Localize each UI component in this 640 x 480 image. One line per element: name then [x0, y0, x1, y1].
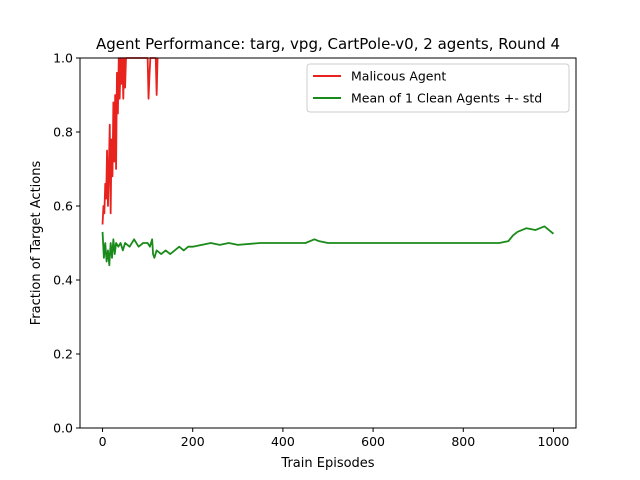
- x-tick-label: 0: [99, 434, 107, 449]
- y-tick-label: 1.0: [53, 51, 73, 66]
- y-tick-label: 0.6: [53, 199, 73, 214]
- x-tick-label: 800: [451, 434, 475, 449]
- legend: Malicous Agent Mean of 1 Clean Agents +-…: [306, 63, 570, 113]
- x-tick-label: 1000: [538, 434, 570, 449]
- x-tick-label: 400: [271, 434, 295, 449]
- y-tick-label: 0.4: [53, 273, 73, 288]
- plot-series: [101, 57, 555, 267]
- x-axis-ticks: 0 200 400 600 800 1000: [99, 428, 570, 449]
- x-tick-label: 200: [181, 434, 205, 449]
- x-axis-label: Train Episodes: [280, 456, 374, 471]
- clean-agents-mean-line: [101, 225, 555, 267]
- y-tick-label: 0.0: [53, 421, 73, 436]
- plot-area-frame: [79, 57, 577, 429]
- malicious-agent-line: [101, 57, 159, 225]
- x-tick-label: 600: [361, 434, 385, 449]
- y-axis-label: Fraction of Target Actions: [29, 161, 44, 326]
- legend-label-clean-agents-mean: Mean of 1 Clean Agents +- std: [351, 91, 542, 106]
- y-tick-label: 0.8: [53, 125, 73, 140]
- y-tick-label: 0.2: [53, 347, 73, 362]
- y-axis-ticks: 0.0 0.2 0.4 0.6 0.8 1.0: [53, 51, 80, 436]
- chart-title: Agent Performance: targ, vpg, CartPole-v…: [96, 35, 560, 53]
- legend-box: [306, 63, 570, 113]
- legend-label-malicious-agent: Malicous Agent: [351, 69, 446, 84]
